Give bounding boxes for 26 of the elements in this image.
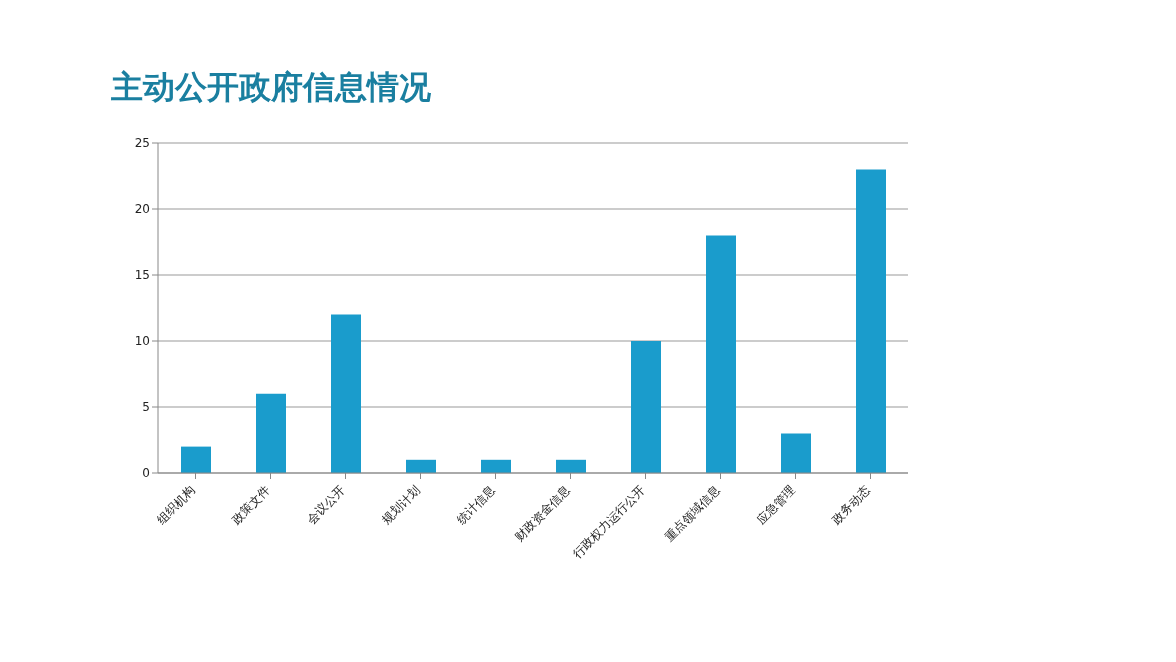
chart-title: 主动公开政府信息情况 xyxy=(111,67,431,108)
bar xyxy=(781,433,811,473)
x-tick-label: 规划计划 xyxy=(378,483,423,528)
bar xyxy=(181,446,211,473)
y-tick-label: 20 xyxy=(134,202,150,217)
x-tick-label: 应急管理 xyxy=(753,483,798,528)
y-tick-label: 5 xyxy=(142,400,150,415)
x-tick-label: 统计信息 xyxy=(453,483,498,528)
y-tick-label: 0 xyxy=(142,466,150,481)
bar xyxy=(631,341,661,473)
y-tick-label: 10 xyxy=(134,334,150,349)
y-tick-label: 25 xyxy=(134,136,150,151)
bar xyxy=(856,169,886,473)
bar xyxy=(706,235,736,473)
bar xyxy=(256,393,286,473)
x-tick-label: 会议公开 xyxy=(303,483,348,528)
bar xyxy=(406,459,436,473)
bar xyxy=(481,459,511,473)
x-tick-label: 财政资金信息 xyxy=(511,483,573,545)
x-tick-label: 政务动态 xyxy=(828,483,873,528)
y-tick-label: 15 xyxy=(134,268,150,283)
x-tick-label: 组织机构 xyxy=(153,483,198,528)
x-tick-label: 政策文件 xyxy=(228,483,273,528)
x-tick-label: 重点领域信息 xyxy=(661,483,723,545)
bar xyxy=(331,314,361,473)
bar xyxy=(556,459,586,473)
